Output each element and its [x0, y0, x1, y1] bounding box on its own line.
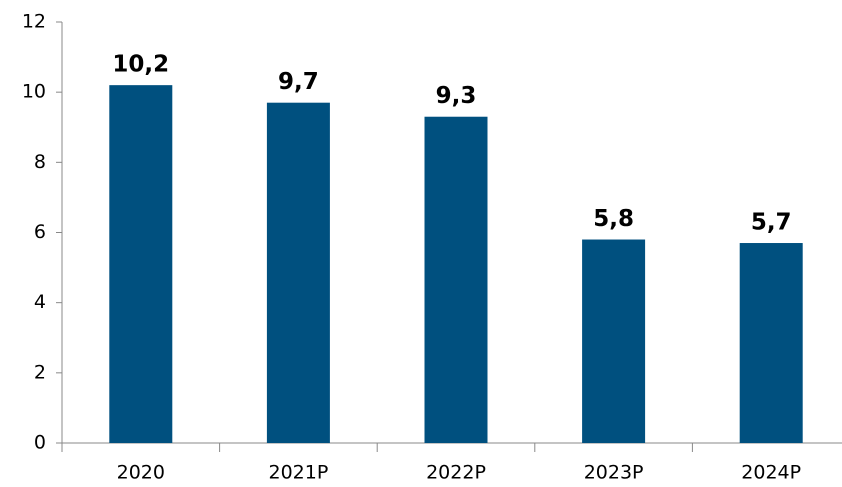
y-tick-label: 6 — [34, 221, 46, 243]
x-tick-label: 2022P — [426, 462, 486, 484]
bar — [582, 239, 646, 443]
bar — [424, 116, 488, 443]
y-tick-label: 0 — [34, 432, 46, 454]
x-tick-label: 2023P — [584, 462, 644, 484]
value-label: 9,3 — [436, 83, 477, 109]
value-label: 10,2 — [112, 52, 169, 78]
value-label: 5,8 — [593, 206, 634, 232]
y-tick-label: 8 — [34, 151, 46, 173]
bar — [266, 102, 330, 444]
x-tick-label: 2024P — [741, 462, 801, 484]
value-label: 5,7 — [751, 210, 792, 236]
y-tick-label: 4 — [34, 291, 46, 313]
bar — [739, 243, 803, 443]
y-tick-label: 12 — [22, 11, 46, 33]
x-tick-label: 2021P — [268, 462, 328, 484]
bar — [109, 85, 173, 444]
y-tick-label: 2 — [34, 361, 46, 383]
x-tick-label: 2020 — [117, 462, 165, 484]
y-tick-label: 10 — [22, 81, 46, 103]
value-label: 9,7 — [278, 69, 319, 95]
